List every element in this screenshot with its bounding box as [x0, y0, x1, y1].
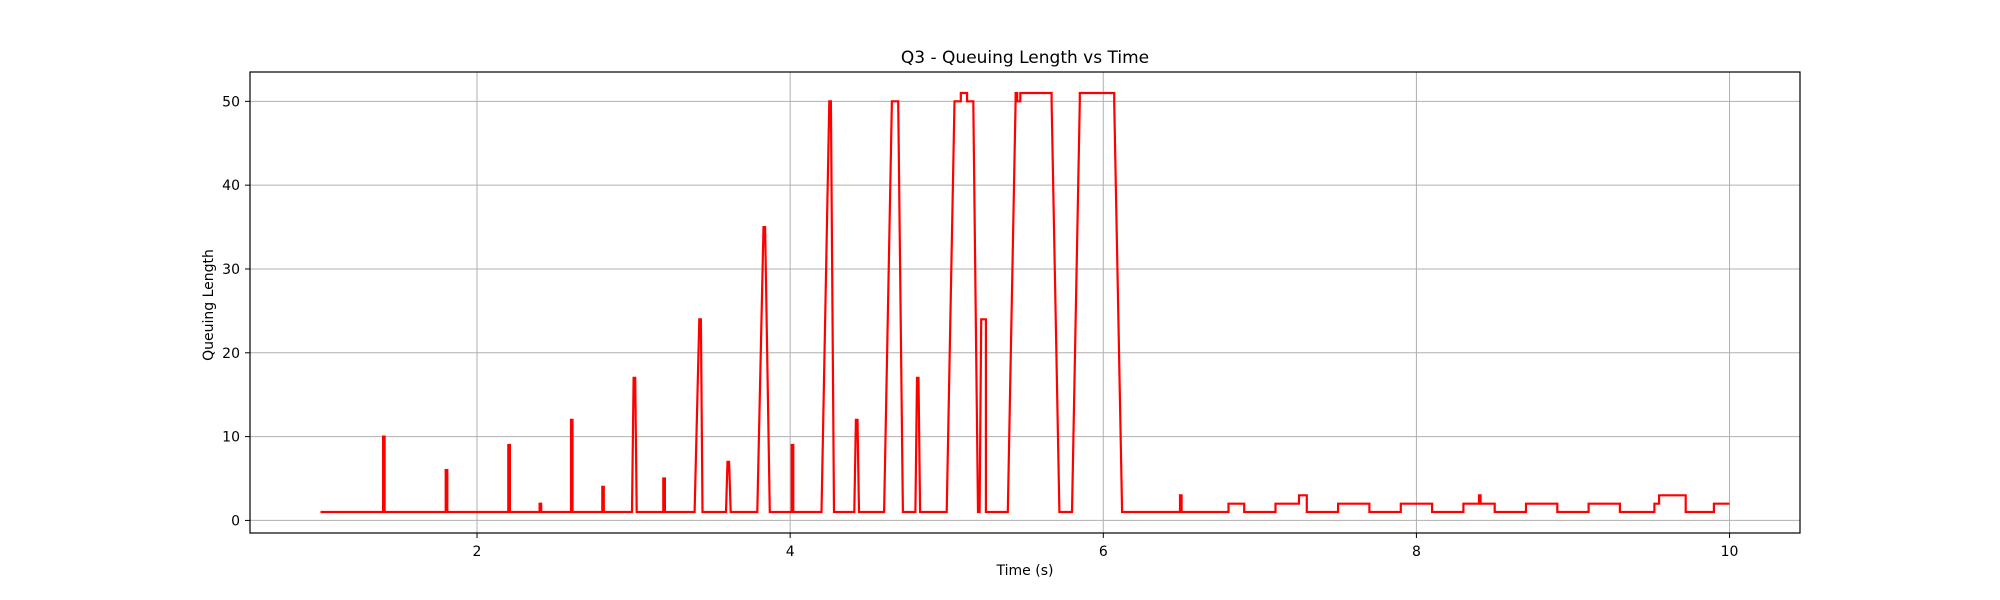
gridlines	[250, 72, 1800, 533]
y-axis-ticks: 0 10 20 30 40 50	[222, 94, 250, 529]
x-tick-label: 8	[1412, 544, 1421, 560]
chart-title: Q3 - Queuing Length vs Time	[901, 48, 1149, 68]
y-tick-label: 30	[222, 262, 240, 278]
y-tick-label: 20	[222, 346, 240, 362]
x-axis-label: Time (s)	[996, 563, 1054, 579]
y-tick-label: 0	[231, 513, 240, 529]
y-tick-label: 50	[222, 94, 240, 110]
y-tick-label: 40	[222, 178, 240, 194]
x-tick-label: 10	[1721, 544, 1739, 560]
x-tick-label: 4	[786, 544, 795, 560]
series-line-1	[320, 91, 1730, 514]
y-axis-label: Queuing Length	[201, 249, 217, 361]
x-tick-label: 2	[473, 544, 482, 560]
y-tick-label: 10	[222, 430, 240, 446]
series-layer	[320, 91, 1730, 514]
x-tick-label: 6	[1099, 544, 1108, 560]
x-axis-ticks: 2 4 6 8 10	[473, 533, 1739, 560]
plot-frame	[249, 71, 1801, 534]
